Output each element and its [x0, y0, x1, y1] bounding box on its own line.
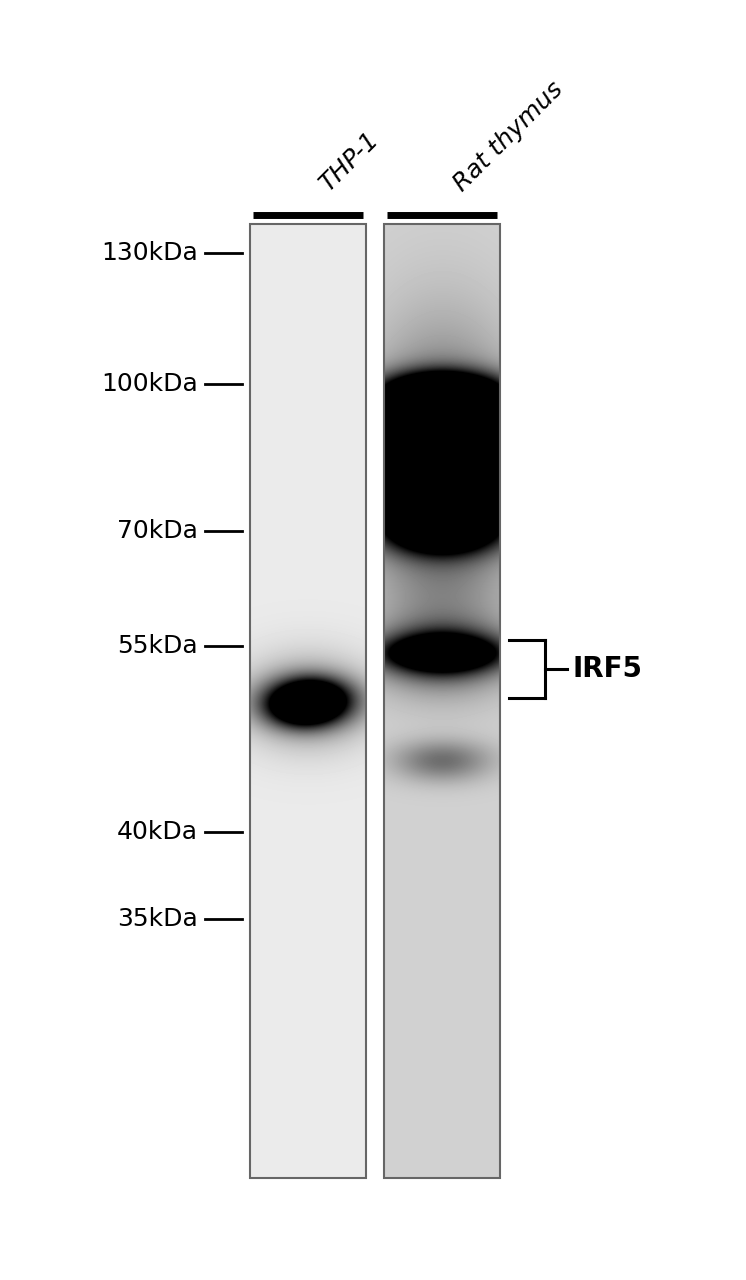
- Text: 35kDa: 35kDa: [117, 908, 198, 931]
- Text: IRF5: IRF5: [573, 655, 643, 682]
- Text: 55kDa: 55kDa: [117, 635, 198, 658]
- Bar: [384, 224, 500, 1178]
- Bar: [250, 224, 366, 1178]
- Text: THP-1: THP-1: [316, 128, 383, 196]
- Text: 130kDa: 130kDa: [101, 242, 198, 265]
- Text: 100kDa: 100kDa: [101, 372, 198, 396]
- Text: Rat thymus: Rat thymus: [449, 77, 568, 196]
- Text: 40kDa: 40kDa: [116, 820, 198, 844]
- Text: 70kDa: 70kDa: [117, 520, 198, 543]
